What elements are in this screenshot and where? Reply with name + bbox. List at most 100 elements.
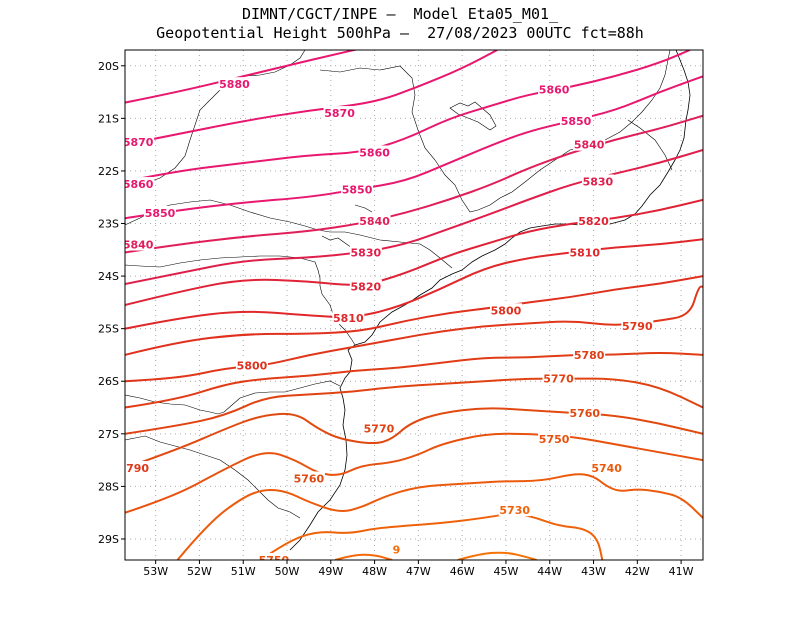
- title-line-1: DIMNT/CGCT/INPE – Model Eta05_M01_: [241, 5, 559, 23]
- contour-label: 5750: [259, 554, 290, 567]
- axis-ticks: 53W 52W 51W 50W 49W 48W 47W 46W 45W 44W 43W 42W 41W 2…: [98, 60, 694, 578]
- contour-label-bg: [125, 460, 150, 474]
- contour-line-5730: [260, 513, 604, 560]
- contour-line-5800: [125, 275, 703, 356]
- contour-label: 5840: [574, 139, 605, 152]
- contour-label: 5850: [561, 115, 592, 128]
- contour-label-bg: [573, 137, 606, 151]
- x-tick-label: 47W: [406, 565, 431, 578]
- contour-lines: [125, 50, 703, 560]
- contour-line-5810: [125, 238, 703, 330]
- contour-label-bg: [323, 106, 356, 120]
- contour-label-bg: [332, 311, 365, 325]
- contour-label: 5770: [364, 423, 395, 436]
- x-tick-label: 42W: [625, 565, 650, 578]
- x-tick-label: 43W: [581, 565, 606, 578]
- contour-label: 5870: [123, 136, 154, 149]
- plot-frame: [124, 49, 704, 561]
- contour-label: 5860: [359, 147, 390, 160]
- contour-label: 5850: [145, 207, 176, 220]
- y-tick-label: 27S: [98, 428, 119, 441]
- contour-label-bg: [362, 421, 395, 435]
- contour-label: 5780: [574, 349, 605, 362]
- x-tick-label: 44W: [537, 565, 562, 578]
- contour-label-bg: [349, 245, 382, 259]
- state-border: [125, 380, 341, 415]
- title-line-2: Geopotential Height 500hPa – 27/08/2023 …: [156, 24, 644, 42]
- contour-label-bg: [489, 303, 522, 317]
- contour-label: 5870: [324, 107, 355, 120]
- x-tick-label: 50W: [275, 565, 300, 578]
- y-tick-label: 22S: [98, 165, 119, 178]
- x-tick-label: 45W: [494, 565, 519, 578]
- contour-label-bg: [235, 358, 268, 372]
- coastline-map: [125, 50, 691, 551]
- contour-label-bg: [390, 542, 402, 556]
- state-border: [125, 435, 301, 519]
- contour-line-5750: [125, 432, 703, 514]
- contour-label: 5840: [359, 215, 390, 228]
- contour-label-bg: [292, 471, 325, 485]
- contour-label: 5760: [294, 473, 325, 486]
- contour-line-5740: [176, 473, 703, 560]
- contour-label: 5850: [342, 183, 373, 196]
- contour-label-bg: [257, 553, 290, 560]
- river: [321, 235, 353, 249]
- y-tick-label: 25S: [98, 323, 119, 336]
- contour-label: 5840: [123, 239, 154, 252]
- contour-label-bg: [590, 460, 623, 474]
- contour-label: 5860: [123, 178, 154, 191]
- state-border: [125, 255, 356, 346]
- contour-label-bg: [538, 432, 571, 446]
- contour-line-5870: [125, 50, 498, 146]
- x-tick-label: 49W: [318, 565, 343, 578]
- contour-label-bg: [621, 319, 654, 333]
- contour-label: 5820: [351, 281, 382, 294]
- contour-label: 5730: [499, 504, 530, 517]
- contour-label-bg: [125, 177, 155, 191]
- contour-labels: 5880 5870 5870 5860 5860 5860 5850 5850 5850 5840…: [123, 77, 654, 567]
- contour-label-bg: [341, 182, 374, 196]
- contour-label-bg: [560, 113, 593, 127]
- contour-line-5880: [125, 50, 359, 104]
- contour-label: 5740: [591, 462, 622, 475]
- contour-label: 5800: [237, 359, 268, 372]
- contour-label: 5880: [219, 78, 250, 91]
- x-tick-label: 51W: [231, 565, 256, 578]
- contour-label-bg: [581, 174, 614, 188]
- river: [354, 204, 373, 213]
- contour-line-5860: [125, 50, 691, 183]
- contour-label-bg: [125, 237, 155, 251]
- contour-label: 5760: [569, 407, 600, 420]
- y-tick-label: 21S: [98, 112, 119, 125]
- contour-label: 5750: [539, 433, 570, 446]
- y-tick-label: 26S: [98, 375, 119, 388]
- contour-label-bg: [144, 205, 177, 219]
- contour-label-bg: [498, 503, 531, 517]
- contour-line-5710: [457, 551, 537, 560]
- contour-label-bg: [573, 347, 606, 361]
- contour-line-5850: [125, 75, 703, 220]
- x-tick-label: 46W: [450, 565, 475, 578]
- grid-lines: [125, 50, 703, 560]
- x-tick-label: 52W: [187, 565, 212, 578]
- x-tick-label: 48W: [362, 565, 387, 578]
- contour-label: 5770: [543, 373, 574, 386]
- contour-label: 5790: [622, 320, 653, 333]
- state-border: [319, 50, 671, 213]
- contour-label-bg: [568, 245, 601, 259]
- contour-label-bg: [577, 213, 610, 227]
- contour-label-bg: [218, 77, 251, 91]
- contour-line-5720: [334, 553, 393, 560]
- contour-label-bg: [542, 371, 575, 385]
- contour-label: 5860: [539, 83, 570, 96]
- contour-label-bg: [125, 135, 155, 149]
- state-border: [125, 199, 453, 269]
- contour-line-5840: [125, 114, 703, 254]
- contour-label-bg: [349, 279, 382, 293]
- contour-label: 5830: [351, 246, 382, 259]
- contour-label-bg: [358, 145, 391, 159]
- contour-label-bg: [538, 82, 571, 96]
- y-tick-label: 24S: [98, 270, 119, 283]
